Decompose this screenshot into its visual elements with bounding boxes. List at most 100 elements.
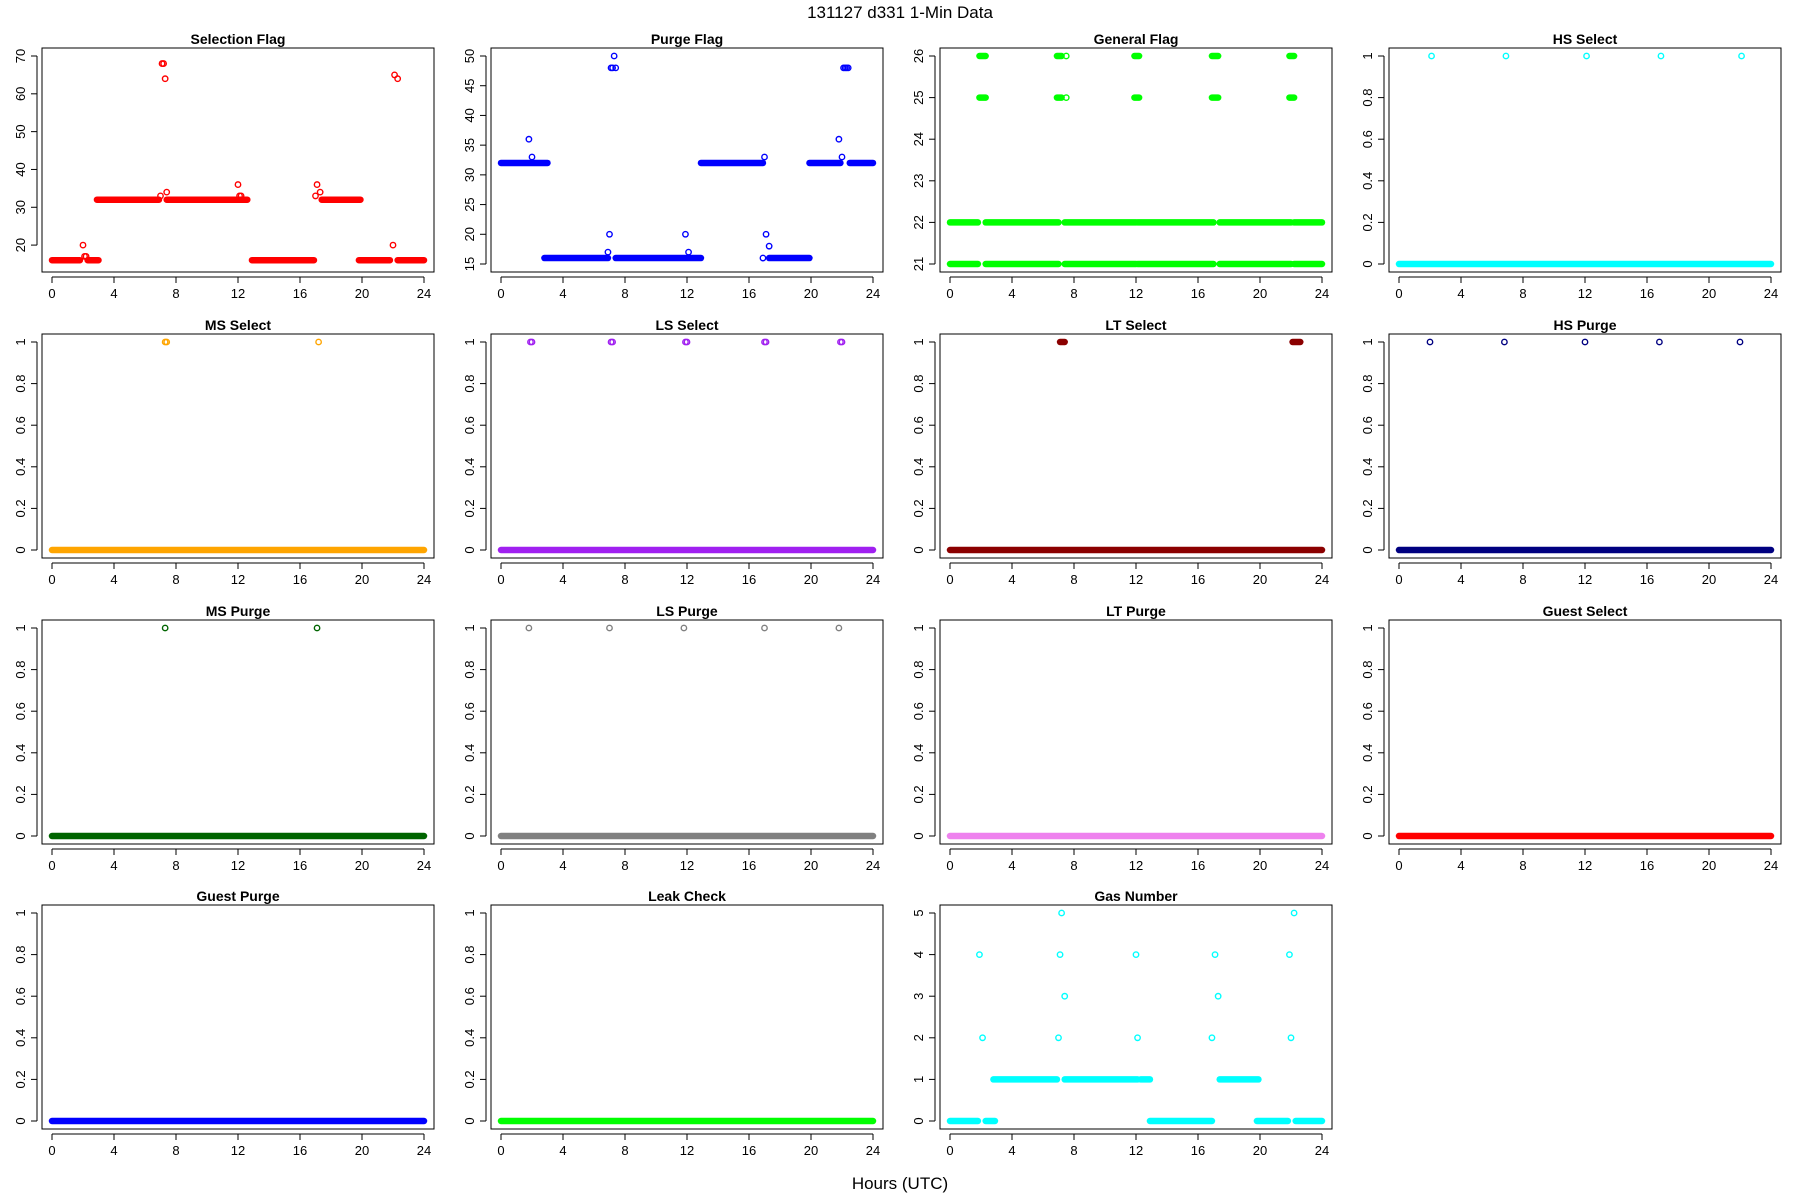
x-axis: 0 4 8 12 16 20 24 <box>497 848 880 873</box>
x-tick-label: 24 <box>1764 286 1778 301</box>
data-point <box>609 338 616 346</box>
y-tick-label: 0.6 <box>1360 702 1375 720</box>
y-tick-label: 1 <box>13 624 28 631</box>
plot-frame <box>41 904 435 1130</box>
y-tick-label: 0.2 <box>462 785 477 803</box>
y-tick-label: 35 <box>462 138 477 152</box>
y-tick-label: 0.8 <box>13 375 28 393</box>
y-tick-label: 0 <box>1360 546 1375 553</box>
data-point <box>844 64 852 72</box>
x-tick-label: 20 <box>1253 286 1267 301</box>
x-tick-label: 16 <box>742 572 756 587</box>
x-tick-label: 0 <box>1395 572 1402 587</box>
y-tick-label: 0.4 <box>1360 172 1375 190</box>
data-point <box>1583 52 1590 60</box>
x-tick-label: 20 <box>355 1143 369 1158</box>
x-tick-label: 12 <box>1578 572 1592 587</box>
y-axis: 0 0.2 0.4 0.6 0.8 1 <box>1360 52 1385 268</box>
data-point <box>313 624 321 632</box>
x-tick-label: 4 <box>110 572 117 587</box>
panel-title: Guest Purge <box>196 888 279 904</box>
y-tick-label: 0.6 <box>911 416 926 434</box>
y-tick-label: 25 <box>911 90 926 104</box>
y-tick-label: 0.8 <box>462 375 477 393</box>
y-tick-label: 0.4 <box>13 744 28 762</box>
x-axis: 0 4 8 12 16 20 24 <box>1395 276 1778 301</box>
data-point <box>1428 52 1435 60</box>
y-tick-label: 0.6 <box>13 987 28 1005</box>
y-tick-label: 0.4 <box>462 458 477 476</box>
y-axis: 0 0.2 0.4 0.6 0.8 1 <box>462 624 487 840</box>
y-tick-label: 0.6 <box>13 702 28 720</box>
y-tick-label: 0.4 <box>911 458 926 476</box>
y-tick-label: 1 <box>911 624 926 631</box>
x-tick-label: 4 <box>559 572 566 587</box>
y-tick-label: 0.8 <box>1360 661 1375 679</box>
panel-guest-purge: Guest Purge 0 4 8 12 16 20 24 0 0.2 0.4 0.6 0.8 1 <box>13 888 435 1158</box>
x-tick-label: 16 <box>742 286 756 301</box>
data-point <box>528 153 536 161</box>
x-tick-label: 16 <box>742 858 756 873</box>
panel-selection-flag: Selection Flag 0 4 8 12 16 20 24 20 30 40 50 60 70 <box>13 31 435 301</box>
y-tick-label: 0.8 <box>462 946 477 964</box>
y-tick-label: 0.2 <box>1360 213 1375 231</box>
x-tick-label: 0 <box>946 858 953 873</box>
data-point <box>234 181 242 188</box>
x-tick-label: 20 <box>1702 286 1716 301</box>
x-tick-label: 12 <box>680 572 694 587</box>
data-point <box>1132 951 1140 958</box>
x-tick-label: 20 <box>355 572 369 587</box>
data-point <box>394 75 402 83</box>
x-tick-label: 0 <box>48 286 55 301</box>
y-tick-label: 21 <box>911 257 926 271</box>
x-tick-label: 24 <box>417 286 431 301</box>
y-tick-label: 20 <box>462 227 477 241</box>
plot-frame <box>490 904 884 1130</box>
series-lt-select <box>946 338 1326 554</box>
panel-general-flag: General Flag 0 4 8 12 16 20 24 21 22 23 24 25 26 <box>911 31 1333 301</box>
data-point <box>160 60 168 67</box>
x-tick-label: 20 <box>1253 1143 1267 1158</box>
y-tick-label: 0 <box>911 1117 926 1124</box>
series-hs-purge <box>1395 338 1775 554</box>
y-axis: 0 0.2 0.4 0.6 0.8 1 <box>13 338 38 554</box>
y-tick-label: 45 <box>462 78 477 92</box>
x-tick-label: 24 <box>417 1143 431 1158</box>
data-point <box>604 248 612 256</box>
y-axis: 0 0.2 0.4 0.6 0.8 1 <box>13 624 38 840</box>
x-tick-label: 8 <box>1070 286 1077 301</box>
y-tick-label: 0.6 <box>1360 416 1375 434</box>
x-axis: 0 4 8 12 16 20 24 <box>48 276 431 301</box>
x-tick-label: 16 <box>1640 858 1654 873</box>
x-tick-label: 12 <box>1578 858 1592 873</box>
x-tick-label: 24 <box>866 858 880 873</box>
data-point <box>838 338 846 346</box>
figure-title: 131127 d331 1-Min Data <box>807 3 993 22</box>
x-tick-label: 12 <box>1129 286 1143 301</box>
panel-title: Selection Flag <box>191 31 286 47</box>
y-tick-label: 0.4 <box>462 744 477 762</box>
x-tick-label: 8 <box>1070 572 1077 587</box>
plot-frame <box>939 904 1333 1130</box>
x-tick-label: 8 <box>172 1143 179 1158</box>
y-tick-label: 0.8 <box>462 661 477 679</box>
series-hs-select <box>1395 52 1775 268</box>
x-tick-label: 4 <box>1008 572 1015 587</box>
y-tick-label: 1 <box>1360 624 1375 631</box>
plot-frame <box>1388 333 1782 559</box>
x-tick-label: 0 <box>48 858 55 873</box>
x-tick-label: 16 <box>293 1143 307 1158</box>
data-point <box>1657 52 1665 60</box>
x-axis: 0 4 8 12 16 20 24 <box>497 1133 880 1158</box>
x-tick-label: 0 <box>48 1143 55 1158</box>
x-axis: 0 4 8 12 16 20 24 <box>946 848 1329 873</box>
data-point <box>680 624 688 632</box>
series-gas-number <box>946 909 1326 1125</box>
x-tick-label: 12 <box>680 286 694 301</box>
data-point <box>313 181 321 188</box>
panel-title: Purge Flag <box>651 31 723 47</box>
data-point <box>762 338 770 346</box>
x-axis: 0 4 8 12 16 20 24 <box>48 1133 431 1158</box>
x-tick-label: 4 <box>559 286 566 301</box>
